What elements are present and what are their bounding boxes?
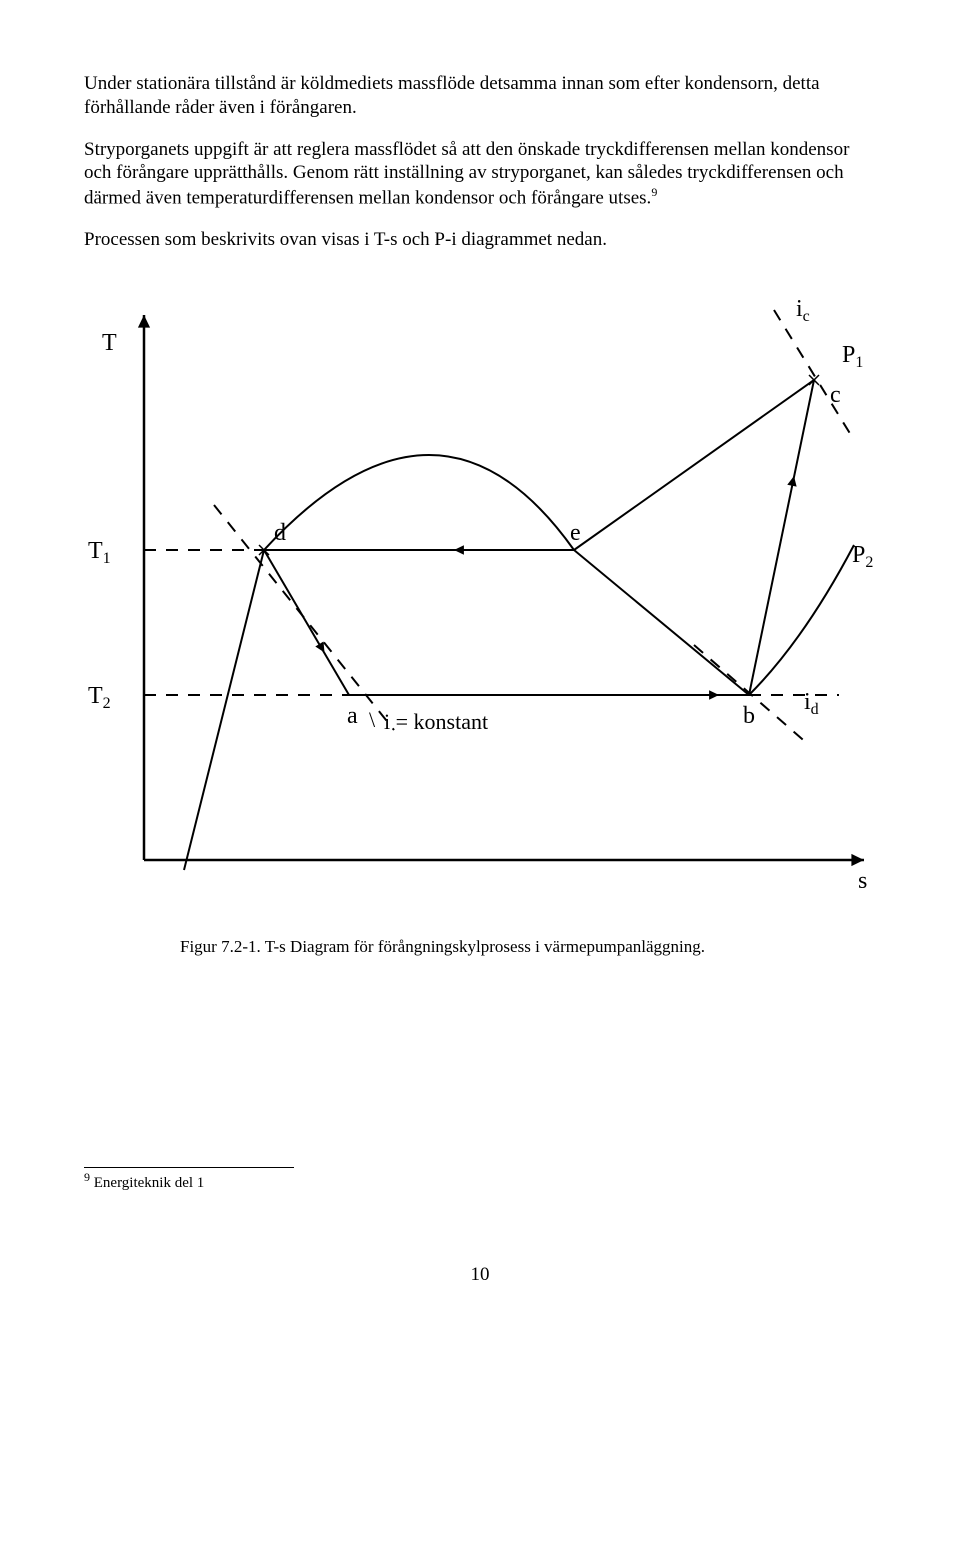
footnote-9: 9 Energiteknik del 1 [84, 1170, 876, 1193]
tick-label-T1: T1 [88, 538, 111, 567]
figure-caption: Figur 7.2-1. T-s Diagram för förångnings… [180, 936, 876, 957]
point-label-a: a [347, 703, 358, 729]
footnote-separator [84, 1167, 294, 1168]
paragraph-2-text: Stryporganets uppgift är att reglera mas… [84, 139, 849, 209]
label-P1: P1 [842, 342, 863, 371]
axis-label-s: s [858, 868, 867, 894]
note-i-konstant: i = konstant [384, 709, 488, 734]
tick-label-T2: T2 [88, 683, 111, 712]
point-label-d: d [274, 520, 286, 546]
paragraph-1: Under stationära tillstånd är köldmediet… [84, 72, 876, 120]
point-label-b: b [743, 703, 755, 729]
ts-diagram: Ts T1 T2 a b c d e ic P1 P2 id i = konstant \ [84, 290, 876, 910]
label-ic: ic [796, 296, 810, 325]
footnote-ref-9: 9 [651, 185, 657, 199]
point-label-e: e [570, 520, 581, 546]
paragraph-2: Stryporganets uppgift är att reglera mas… [84, 138, 876, 211]
footnote-text: Energiteknik del 1 [90, 1175, 204, 1191]
label-id: id [804, 689, 819, 718]
point-label-c: c [830, 382, 841, 408]
axis-label-T: T [102, 330, 117, 356]
svg-text:\: \ [369, 707, 376, 732]
label-P2: P2 [852, 542, 873, 571]
paragraph-3: Processen som beskrivits ovan visas i T-… [84, 228, 876, 252]
page-number: 10 [84, 1263, 876, 1287]
